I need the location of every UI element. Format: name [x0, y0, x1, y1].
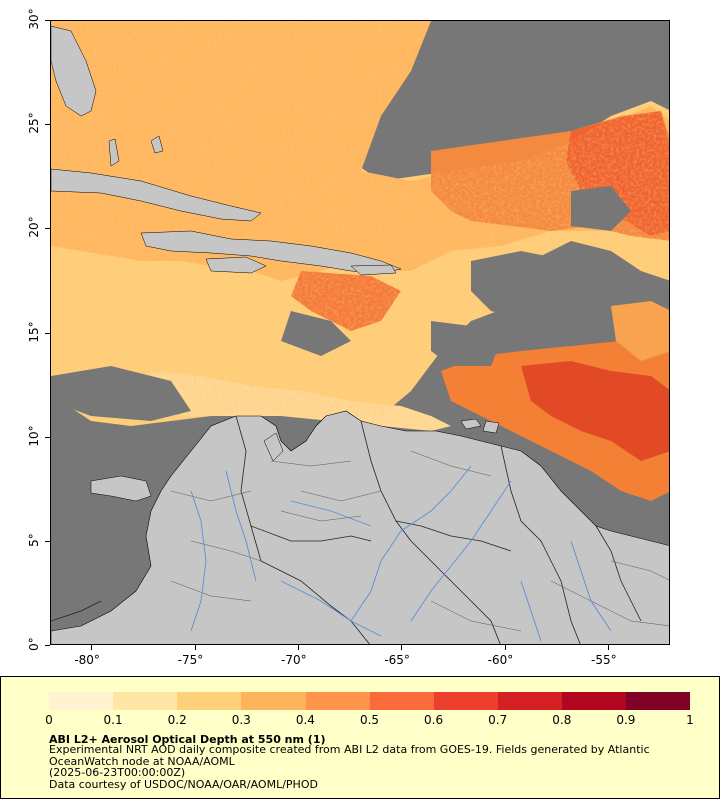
x-tick-mark: [298, 645, 299, 650]
legend-title: ABI L2+ Aerosol Optical Depth at 550 nm …: [49, 733, 326, 746]
colorbar-swatch: [225, 692, 242, 710]
legend-panel: 0 0.1 0.2 0.3 0.4 0.5 0.6 0.7 0.8 0.9 1 ABI L2+ Ae…: [0, 676, 720, 799]
colorbar-tick-label: 0.3: [231, 713, 251, 727]
x-tick-label: -60°: [487, 653, 514, 667]
colorbar-tick-label: 0: [45, 713, 53, 727]
legend-description-line: Experimental NRT AOD daily composite cre…: [49, 743, 650, 768]
land-islands: [51, 25, 402, 276]
colorbar-swatch: [626, 692, 643, 710]
x-tick-mark: [608, 645, 609, 650]
x-tick-label: -75°: [177, 653, 204, 667]
colorbar-tick-label: 0.7: [488, 713, 508, 727]
colorbar-swatch: [545, 692, 562, 710]
colorbar-tick-label: 1: [686, 713, 694, 727]
colorbar-swatch: [161, 692, 178, 710]
y-tick-mark: [45, 332, 50, 334]
colorbar-swatch: [337, 692, 354, 710]
colorbar-swatch: [289, 692, 306, 710]
y-tick-label: 0°: [27, 637, 41, 651]
x-tick-label: -80°: [74, 653, 100, 667]
colorbar-swatch: [81, 692, 98, 710]
y-tick-label: 10°: [27, 425, 41, 447]
y-tick-mark: [45, 436, 50, 438]
land-south-america: [51, 410, 669, 644]
x-tick-mark: [91, 645, 93, 650]
colorbar-swatch: [369, 692, 386, 710]
colorbar-swatch: [529, 692, 546, 710]
y-tick-label: 25°: [27, 112, 41, 134]
colorbar-swatch: [273, 692, 290, 710]
colorbar: [49, 692, 691, 710]
colorbar-swatch: [674, 692, 691, 710]
colorbar-tick-label: 0.9: [616, 713, 636, 727]
colorbar-swatch: [113, 692, 130, 710]
colorbar-swatch: [65, 692, 82, 710]
y-tick-mark: [45, 20, 50, 21]
y-tick-label: 20°: [27, 216, 41, 238]
legend-timestamp: (2025-06-23T00:00:00Z): [49, 766, 186, 779]
colorbar-swatch: [97, 692, 114, 710]
legend-credits: Data courtesy of USDOC/NOAA/OAR/AOML/PHO…: [49, 777, 318, 791]
colorbar-tick-label: 0.4: [295, 713, 315, 727]
colorbar-swatch: [177, 692, 194, 710]
x-tick-label: -55°: [591, 653, 617, 667]
colorbar-swatch: [49, 692, 66, 710]
aod-map[interactable]: [50, 20, 670, 645]
colorbar-swatch: [193, 692, 210, 710]
no-data-patches: [51, 21, 669, 421]
colorbar-swatch: [401, 692, 418, 710]
colorbar-swatch: [610, 692, 627, 710]
aod-field: [51, 21, 669, 501]
colorbar-tick-label: 0.6: [424, 713, 444, 727]
colorbar-swatch: [465, 692, 482, 710]
x-tick-label: -70°: [281, 653, 307, 667]
colorbar-swatch: [562, 692, 579, 710]
colorbar-swatch: [642, 692, 659, 710]
map-canvas: [51, 21, 669, 644]
colorbar-swatch: [385, 692, 402, 710]
y-tick-mark: [45, 228, 50, 230]
colorbar-swatch: [145, 692, 162, 710]
legend-description: Experimental NRT AOD daily composite cre…: [49, 744, 689, 790]
colorbar-swatch: [513, 692, 530, 710]
colorbar-swatch: [578, 692, 595, 710]
colorbar-tick-label: 0.2: [167, 713, 187, 727]
colorbar-swatch: [594, 692, 611, 710]
x-tick-label: -65°: [384, 653, 410, 667]
y-tick-mark: [45, 540, 50, 542]
colorbar-tick-label: 0.1: [103, 713, 123, 727]
colorbar-tick-label: 0.5: [359, 713, 380, 727]
x-tick-mark: [401, 645, 403, 650]
colorbar-swatch: [305, 692, 322, 710]
y-tick-mark: [45, 645, 50, 646]
y-tick-label: 15°: [27, 320, 41, 343]
colorbar-swatch: [658, 692, 675, 710]
colorbar-tick-label: 0.8: [552, 713, 572, 727]
colorbar-swatch: [449, 692, 466, 710]
colorbar-swatch: [433, 692, 450, 710]
colorbar-swatch: [321, 692, 338, 710]
colorbar-swatch: [257, 692, 274, 710]
colorbar-swatch: [129, 692, 146, 710]
colorbar-swatch: [417, 692, 434, 710]
y-tick-label: 5°: [27, 533, 41, 547]
colorbar-swatch: [241, 692, 258, 710]
colorbar-swatch: [497, 692, 514, 710]
colorbar-swatch: [481, 692, 498, 710]
x-tick-mark: [194, 645, 196, 650]
colorbar-swatch: [209, 692, 226, 710]
y-tick-mark: [45, 124, 50, 126]
x-tick-mark: [504, 645, 506, 650]
y-tick-label: 30°: [27, 8, 41, 30]
colorbar-swatch: [353, 692, 370, 710]
